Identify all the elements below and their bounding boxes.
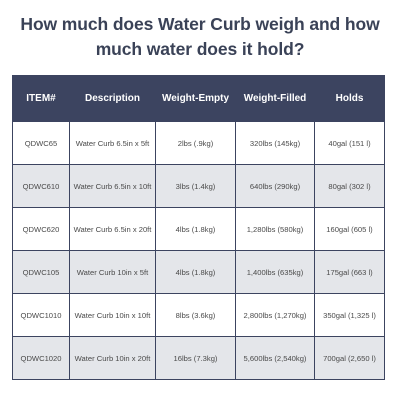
table-row: QDWC1010 Water Curb 10in x 10ft 8lbs (3.… — [12, 293, 385, 337]
cell-holds: 160gal (605 l) — [314, 207, 385, 251]
cell-item: QDWC620 — [12, 207, 70, 251]
cell-weight-empty: 8lbs (3.6kg) — [155, 293, 236, 337]
cell-weight-empty: 2lbs (.9kg) — [155, 121, 236, 165]
cell-item: QDWC1020 — [12, 336, 70, 380]
cell-holds: 175gal (663 l) — [314, 250, 385, 294]
cell-weight-empty: 4lbs (1.8kg) — [155, 207, 236, 251]
cell-description: Water Curb 10in x 10ft — [69, 293, 156, 337]
cell-weight-filled: 5,600lbs (2,540kg) — [235, 336, 315, 380]
cell-item: QDWC1010 — [12, 293, 70, 337]
cell-holds: 80gal (302 l) — [314, 164, 385, 208]
cell-weight-filled: 320lbs (145kg) — [235, 121, 315, 165]
table-body: QDWC65 Water Curb 6.5in x 5ft 2lbs (.9kg… — [12, 121, 385, 380]
cell-weight-filled: 1,400lbs (635kg) — [235, 250, 315, 294]
cell-holds: 40gal (151 l) — [314, 121, 385, 165]
cell-item: QDWC105 — [12, 250, 70, 294]
header-item: ITEM# — [12, 75, 70, 122]
page-title: How much does Water Curb weigh and how m… — [0, 12, 400, 62]
cell-description: Water Curb 10in x 20ft — [69, 336, 156, 380]
cell-holds: 700gal (2,650 l) — [314, 336, 385, 380]
cell-weight-empty: 4lbs (1.8kg) — [155, 250, 236, 294]
header-weight-filled: Weight-Filled — [235, 75, 315, 122]
header-row: ITEM# Description Weight-Empty Weight-Fi… — [12, 75, 385, 122]
table-header: ITEM# Description Weight-Empty Weight-Fi… — [12, 75, 385, 122]
table-row: QDWC620 Water Curb 6.5in x 20ft 4lbs (1.… — [12, 207, 385, 251]
cell-weight-empty: 16lbs (7.3kg) — [155, 336, 236, 380]
cell-description: Water Curb 6.5in x 20ft — [69, 207, 156, 251]
table-row: QDWC105 Water Curb 10in x 5ft 4lbs (1.8k… — [12, 250, 385, 294]
cell-description: Water Curb 10in x 5ft — [69, 250, 156, 294]
cell-weight-filled: 1,280lbs (580kg) — [235, 207, 315, 251]
title-line-2: much water does it hold? — [95, 39, 305, 59]
title-line-1: How much does Water Curb weigh and how — [20, 14, 380, 34]
header-holds: Holds — [314, 75, 385, 122]
cell-weight-empty: 3lbs (1.4kg) — [155, 164, 236, 208]
cell-weight-filled: 640lbs (290kg) — [235, 164, 315, 208]
cell-description: Water Curb 6.5in x 5ft — [69, 121, 156, 165]
header-weight-empty: Weight-Empty — [155, 75, 236, 122]
header-description: Description — [69, 75, 156, 122]
table-row: QDWC65 Water Curb 6.5in x 5ft 2lbs (.9kg… — [12, 121, 385, 165]
cell-description: Water Curb 6.5in x 10ft — [69, 164, 156, 208]
cell-holds: 350gal (1,325 l) — [314, 293, 385, 337]
cell-item: QDWC610 — [12, 164, 70, 208]
table-row: QDWC610 Water Curb 6.5in x 10ft 3lbs (1.… — [12, 164, 385, 208]
table-row: QDWC1020 Water Curb 10in x 20ft 16lbs (7… — [12, 336, 385, 380]
spec-table: ITEM# Description Weight-Empty Weight-Fi… — [12, 75, 385, 380]
cell-item: QDWC65 — [12, 121, 70, 165]
cell-weight-filled: 2,800lbs (1,270kg) — [235, 293, 315, 337]
